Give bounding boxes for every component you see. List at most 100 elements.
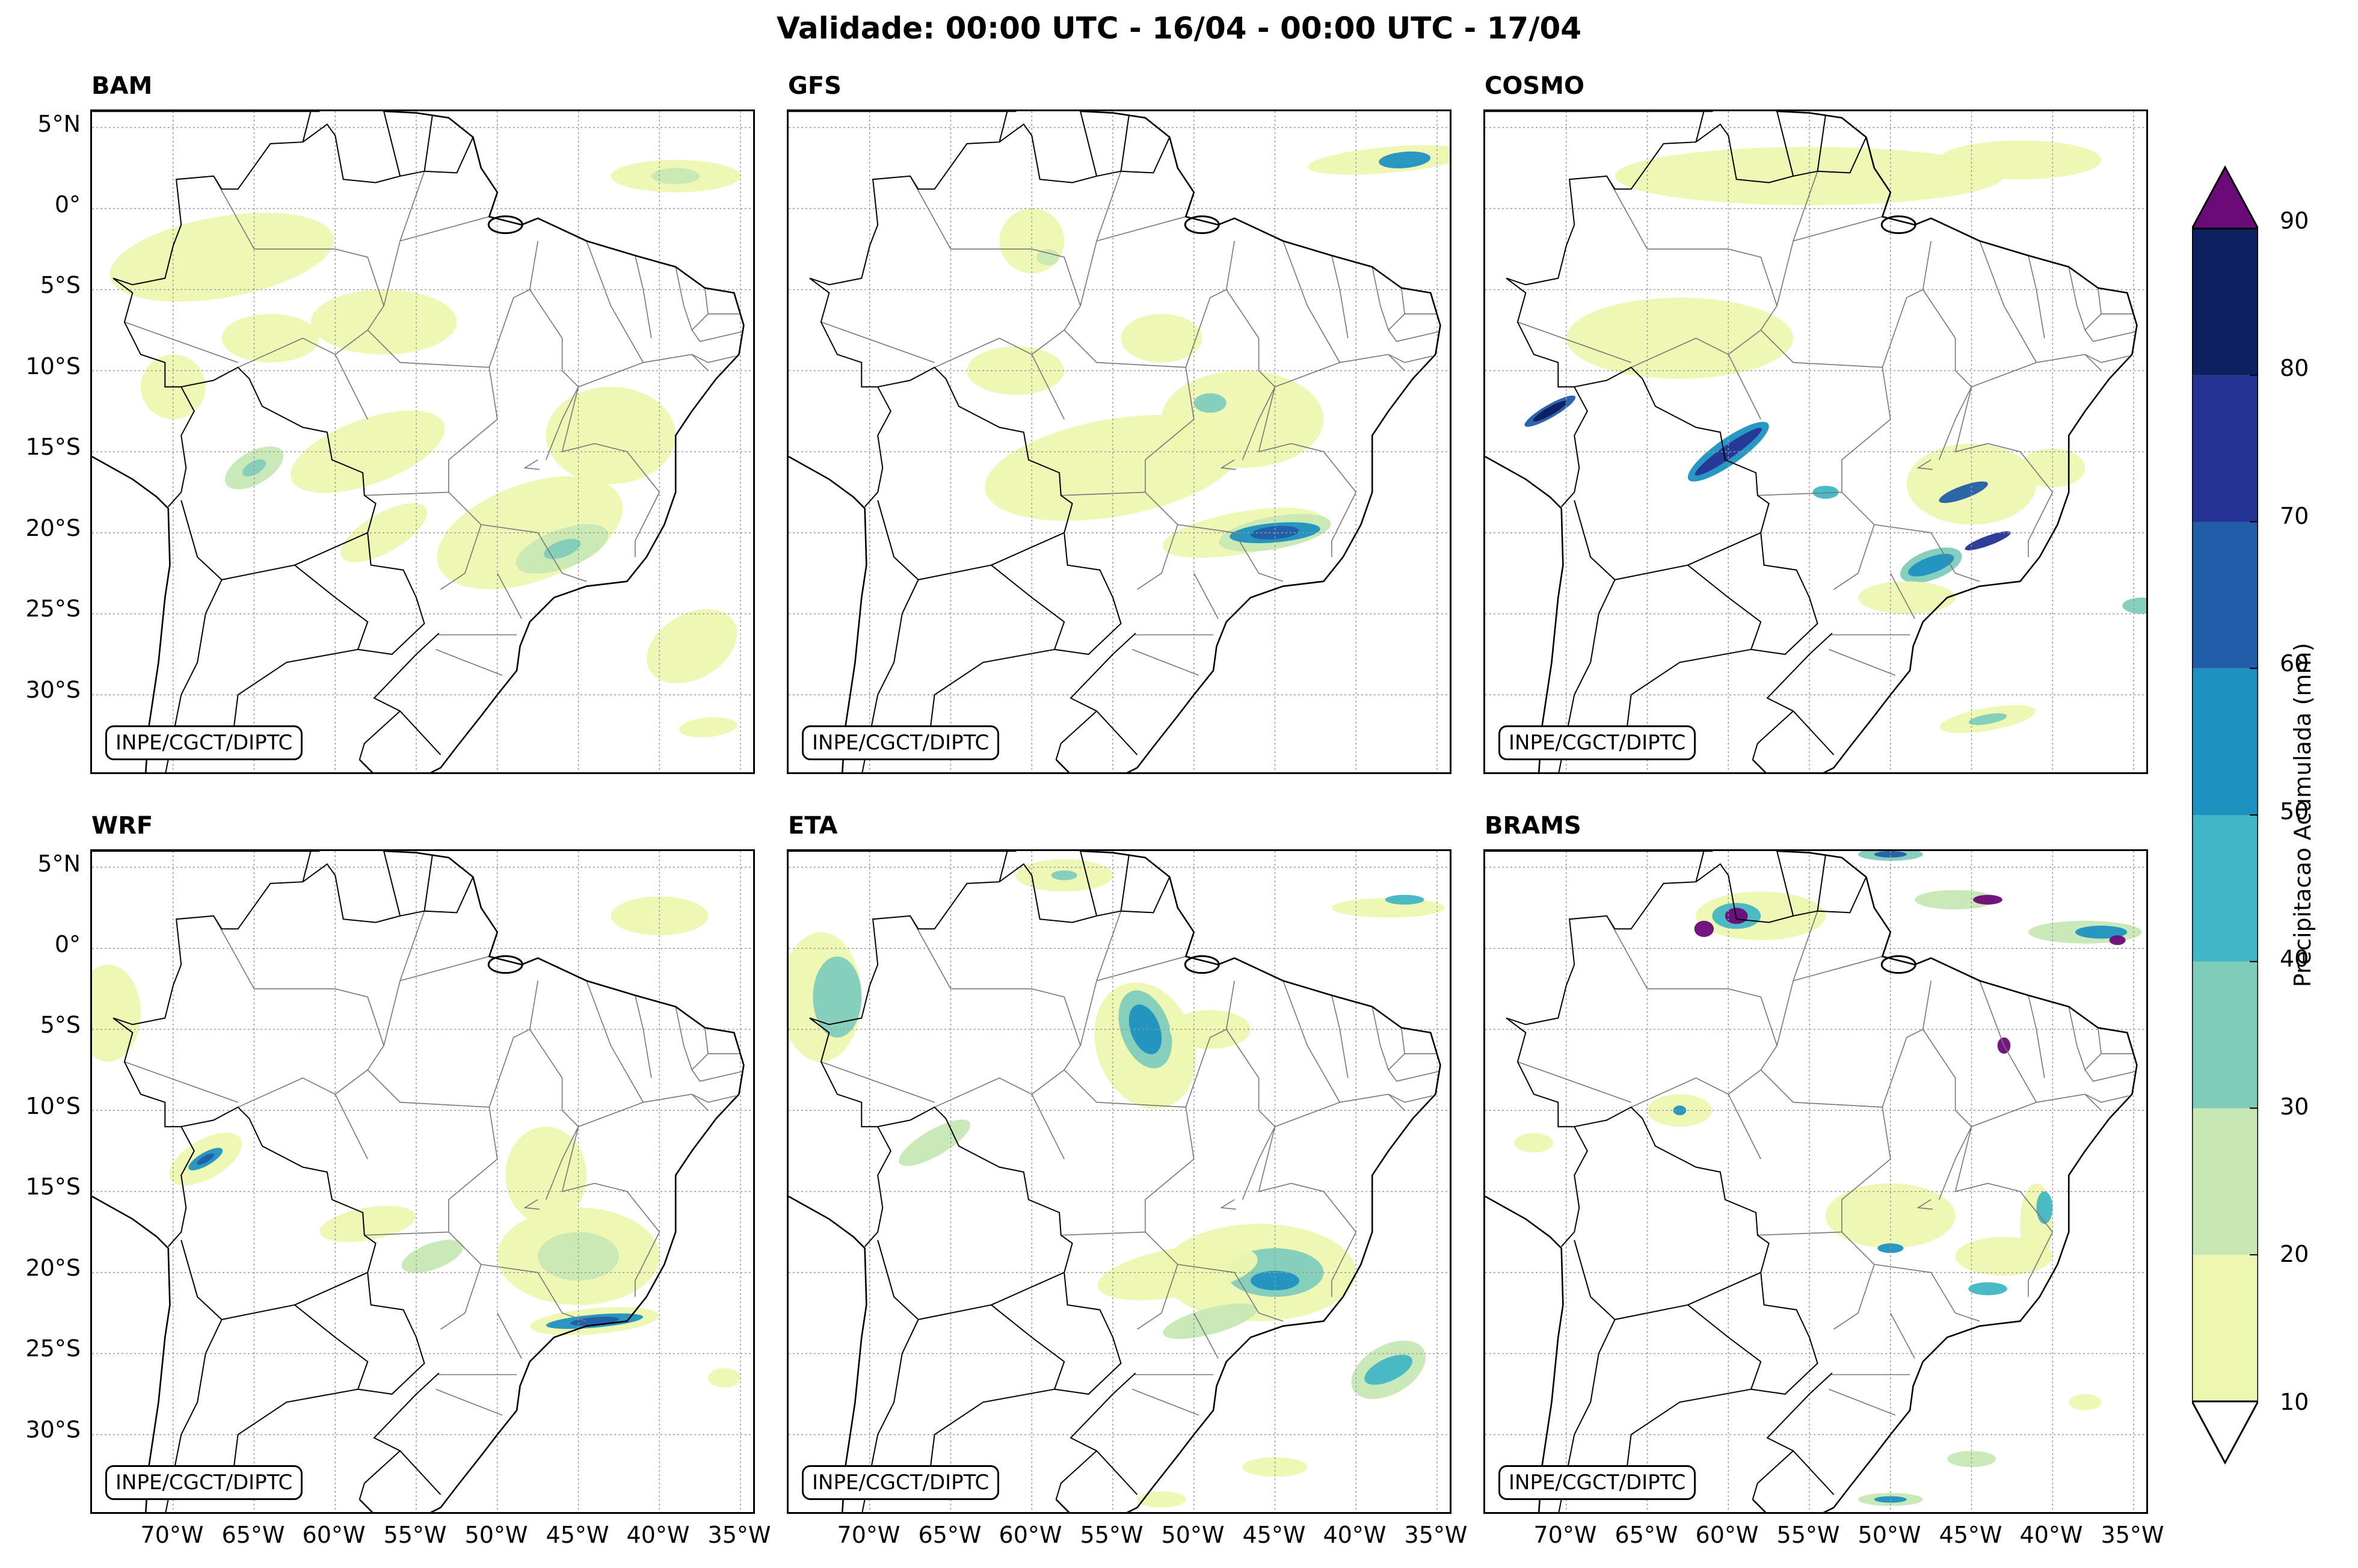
country-border xyxy=(861,1319,919,1512)
state-border xyxy=(1922,289,1972,460)
state-border xyxy=(440,524,482,590)
state-border xyxy=(1064,330,1195,420)
state-border xyxy=(1132,649,1199,676)
country-border xyxy=(1080,111,1098,177)
state-border xyxy=(1793,956,1883,982)
state-border xyxy=(1331,1232,1357,1297)
state-border xyxy=(1258,361,1356,493)
country-border xyxy=(1752,1450,1794,1500)
state-border xyxy=(1234,1272,1284,1322)
credit-label: INPE/CGCT/DIPTC xyxy=(105,725,303,760)
lon-tick-label: 50°W xyxy=(1161,1522,1225,1548)
state-border xyxy=(529,1029,579,1200)
state-border xyxy=(1282,980,1405,1111)
lat-tick-label: 10°S xyxy=(25,1093,81,1119)
country-borders xyxy=(112,111,474,772)
country-border xyxy=(861,579,919,772)
colorbar-tick-label: 40 xyxy=(2280,945,2309,972)
state-border xyxy=(675,266,709,331)
map-wrf xyxy=(92,851,753,1512)
state-border xyxy=(1401,1027,1437,1054)
country-border xyxy=(991,532,1122,655)
colorbar-tick-label: 20 xyxy=(2280,1241,2309,1267)
country-border xyxy=(877,366,1073,580)
lon-tick-label: 35°W xyxy=(707,1522,771,1548)
colorbar-segment xyxy=(2192,375,2258,522)
credit-label: INPE/CGCT/DIPTC xyxy=(802,1465,1000,1500)
state-borders xyxy=(1517,911,2135,1416)
state-border xyxy=(1096,956,1186,982)
state-border xyxy=(1234,532,1284,582)
map-brams xyxy=(1485,851,2146,1512)
state-border xyxy=(1282,241,1405,371)
state-border xyxy=(1728,1093,1761,1160)
state-border xyxy=(383,911,425,1046)
colorbar-tick-label: 90 xyxy=(2280,208,2309,234)
lon-tick-label: 50°W xyxy=(1858,1522,1921,1548)
country-border xyxy=(1558,1319,1616,1512)
country-border xyxy=(1055,710,1097,760)
credit-label: INPE/CGCT/DIPTC xyxy=(105,1465,303,1500)
country-border xyxy=(359,1450,401,1500)
state-border xyxy=(1331,255,1349,339)
credit-label: INPE/CGCT/DIPTC xyxy=(1498,1465,1696,1500)
state-border xyxy=(523,459,540,470)
country-border xyxy=(1817,114,1826,171)
state-border xyxy=(1080,171,1122,306)
precipitation-layer xyxy=(1514,851,2142,1506)
country-border xyxy=(1687,532,1818,655)
state-border xyxy=(367,330,498,420)
map-gfs xyxy=(789,111,1450,772)
country-borders xyxy=(1506,851,1867,1512)
state-border xyxy=(691,1093,736,1103)
state-border xyxy=(1226,289,1276,460)
state-border xyxy=(1220,1199,1236,1210)
state-border xyxy=(1890,1312,1915,1359)
country-border xyxy=(809,277,891,508)
coastline-atlantic xyxy=(92,851,745,1512)
lat-tick-label: 20°S xyxy=(25,1255,81,1281)
state-border xyxy=(820,321,935,363)
country-border xyxy=(383,851,401,917)
country-border xyxy=(1070,633,1138,755)
state-border xyxy=(399,216,490,242)
colorbar-tick-label: 60 xyxy=(2280,650,2309,677)
state-border xyxy=(1833,524,1875,590)
marajo-island xyxy=(487,955,523,974)
country-border xyxy=(112,277,195,508)
colorbar-tick-label: 10 xyxy=(2280,1389,2309,1415)
lon-tick-label: 65°W xyxy=(1615,1522,1678,1548)
gridlines xyxy=(92,851,753,1512)
lon-tick-label: 70°W xyxy=(140,1522,204,1548)
map-panel-brams: INPE/CGCT/DIPTC xyxy=(1483,849,2148,1514)
state-border xyxy=(635,492,660,558)
country-border xyxy=(999,111,1008,143)
state-border xyxy=(1388,1093,1433,1103)
coastline-atlantic xyxy=(1485,111,2138,772)
country-border xyxy=(180,366,377,580)
state-borders xyxy=(1517,171,2135,676)
state-border xyxy=(436,649,503,676)
state-border xyxy=(1258,1101,1356,1232)
state-border xyxy=(1193,573,1219,619)
state-borders xyxy=(820,911,1439,1416)
country-border xyxy=(1766,1373,1835,1495)
state-border xyxy=(1145,1158,1235,1273)
state-border xyxy=(124,1061,238,1103)
lon-tick-label: 70°W xyxy=(1533,1522,1597,1548)
country-border xyxy=(809,863,1171,1025)
state-border xyxy=(1226,1029,1276,1200)
state-border xyxy=(1060,491,1145,496)
state-border xyxy=(1757,1231,1842,1236)
lon-tick-label: 65°W xyxy=(918,1522,982,1548)
state-border xyxy=(1388,354,1433,363)
lon-tick-label: 45°W xyxy=(546,1522,609,1548)
precipitation-layer xyxy=(789,859,1445,1508)
state-border xyxy=(436,1389,503,1416)
coastline-pacific xyxy=(1485,455,1564,772)
country-border xyxy=(1752,710,1794,760)
country-border xyxy=(302,851,312,882)
state-border xyxy=(1401,287,1437,315)
state-border xyxy=(1096,216,1186,242)
state-border xyxy=(586,241,709,371)
